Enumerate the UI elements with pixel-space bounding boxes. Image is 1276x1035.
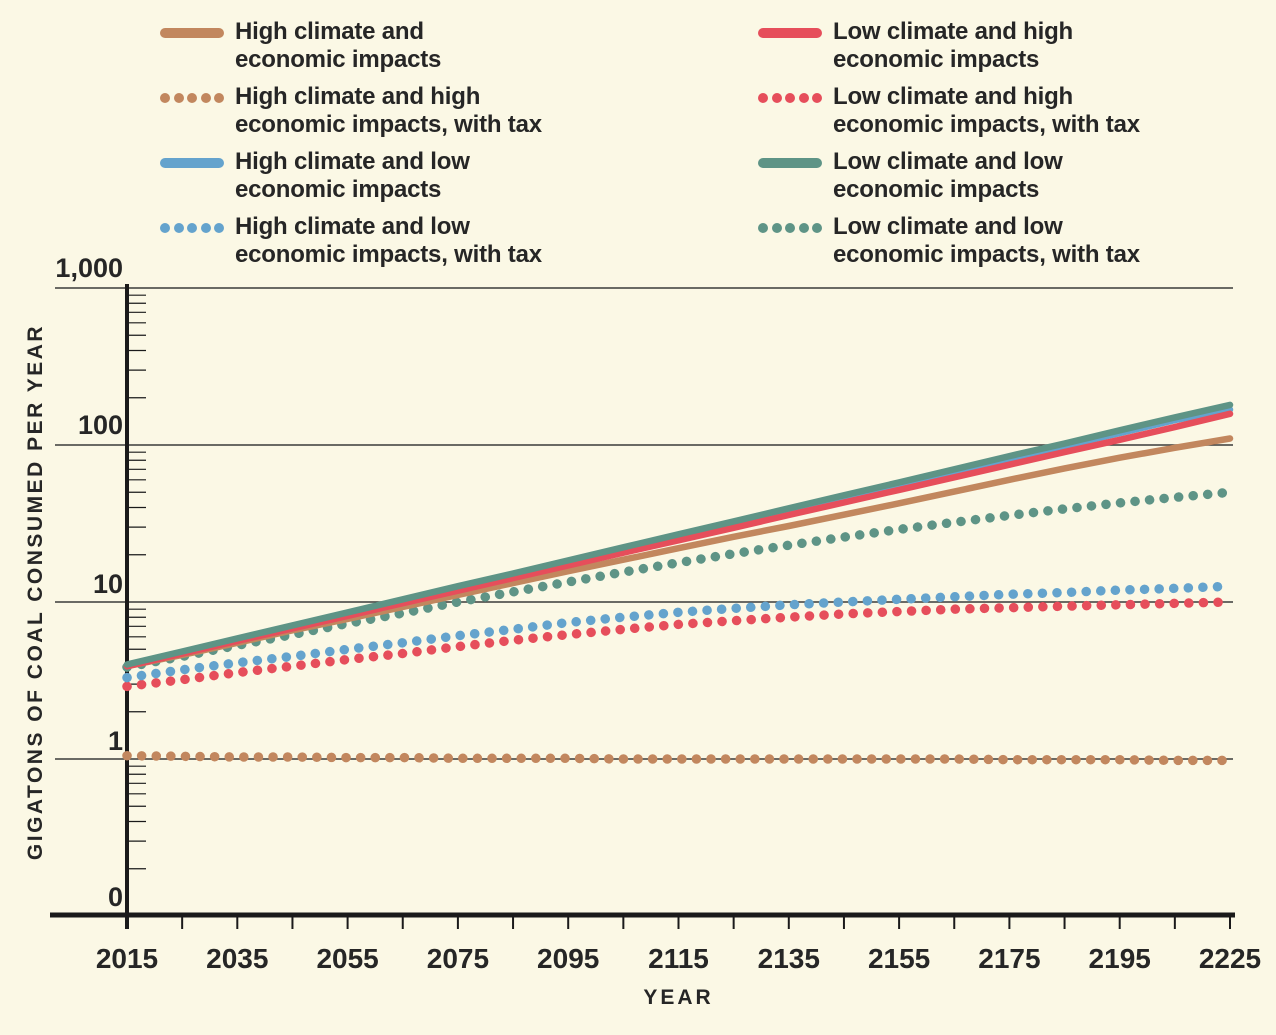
legend-swatch-dotted-brown [160, 93, 224, 103]
legend-label: High climate and low economic impacts, w… [235, 213, 542, 268]
y-tick-label-1000: 1,000 [55, 253, 123, 283]
x-tick-label-2115: 2115 [648, 943, 709, 974]
x-tick-label-2135: 2135 [758, 943, 820, 974]
legend-dot [187, 93, 197, 103]
legend-item-low-climate-high-econ-tax: Low climate and high economic impacts, w… [758, 83, 1140, 139]
y-tick-label-100: 100 [77, 410, 123, 440]
legend-dot [200, 93, 211, 103]
legend-dot [771, 93, 782, 103]
y-tick-label-1: 1 [107, 726, 123, 756]
legend-dot [785, 93, 795, 103]
legend-dot [812, 93, 822, 103]
legend-dot [758, 223, 768, 233]
y-tick-label-10: 10 [92, 569, 123, 599]
legend-label: High climate and economic impacts [235, 18, 442, 73]
y-axis-title: GIGATONS OF COAL CONSUMED PER YEAR [24, 323, 47, 861]
x-tick-label-2035: 2035 [206, 943, 268, 974]
series-line-low-climate-high-econ-tax [122, 597, 1235, 692]
legend-dot [160, 93, 170, 103]
legend-item-low-climate-low-econ: Low climate and low economic impacts [758, 148, 1063, 204]
legend-dot [812, 223, 822, 233]
legend-label: Low climate and high economic impacts, w… [833, 83, 1140, 138]
legend-swatch-dotted-blue [160, 223, 224, 233]
legend-item-low-climate-high-econ: Low climate and high economic impacts [758, 18, 1073, 74]
legend-dot [200, 223, 211, 233]
legend-item-high-climate-low-econ-tax: High climate and low economic impacts, w… [160, 213, 542, 269]
legend-swatch-solid-blue [160, 158, 224, 168]
x-axis-title: YEAR [643, 986, 714, 1009]
x-tick-label-2225: 2225 [1199, 943, 1261, 974]
series-line-low-climate-low-econ-tax [122, 487, 1235, 672]
x-tick-label-2075: 2075 [427, 943, 489, 974]
series-line-low-climate-low-econ [123, 401, 1234, 668]
legend-dot [798, 223, 809, 233]
x-tick-label-2095: 2095 [537, 943, 599, 974]
y-tick-label-0: 0 [107, 882, 123, 912]
legend-dot [798, 93, 809, 103]
legend-dot [187, 223, 197, 233]
legend-dot [160, 223, 170, 233]
series-line-high-climate-low-econ-tax [122, 581, 1235, 683]
legend-swatch-dotted-red [758, 93, 822, 103]
x-tick-label-2155: 2155 [868, 943, 930, 974]
legend-item-high-climate-high-econ-tax: High climate and high economic impacts, … [160, 83, 542, 139]
legend-dot [771, 223, 782, 233]
legend-label: High climate and high economic impacts, … [235, 83, 542, 138]
legend-item-high-climate-low-econ: High climate and low economic impacts [160, 148, 470, 204]
legend-dot [785, 223, 795, 233]
legend-dot [214, 223, 224, 233]
legend-label: Low climate and low economic impacts, wi… [833, 213, 1140, 268]
legend-swatch-dotted-teal [758, 223, 822, 233]
legend-item-low-climate-low-econ-tax: Low climate and low economic impacts, wi… [758, 213, 1140, 269]
legend-swatch-solid-red [758, 28, 822, 38]
legend-label: Low climate and high economic impacts [833, 18, 1074, 73]
x-tick-label-2055: 2055 [316, 943, 378, 974]
legend-swatch-solid-teal [758, 158, 822, 168]
legend-dot [214, 93, 224, 103]
legend-label: Low climate and low economic impacts [833, 148, 1063, 203]
legend-dot [758, 93, 768, 103]
legend-swatch-solid-brown [160, 28, 224, 38]
x-tick-label-2015: 2015 [96, 943, 158, 974]
legend-label: High climate and low economic impacts [235, 148, 470, 203]
series-line-high-climate-high-econ-tax [122, 750, 1235, 766]
x-tick-label-2175: 2175 [978, 943, 1040, 974]
legend-dot [173, 93, 184, 103]
legend-dot [173, 223, 184, 233]
series-line-high-climate-high-econ [123, 435, 1234, 670]
x-tick-label-2195: 2195 [1089, 943, 1151, 974]
legend-item-high-climate-high-econ: High climate and economic impacts [160, 18, 441, 74]
